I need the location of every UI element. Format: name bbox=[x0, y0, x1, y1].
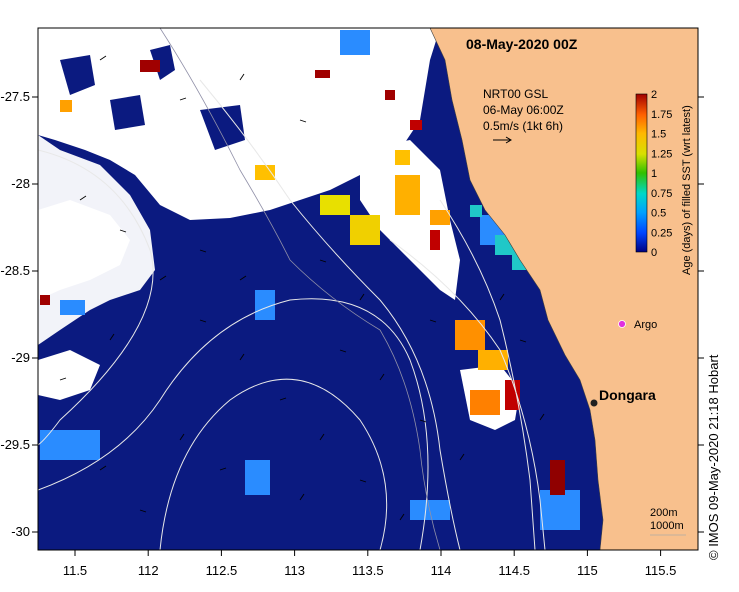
x-tick-label: 112.5 bbox=[206, 563, 238, 578]
colorbar-tick-label: 0.5 bbox=[651, 208, 666, 220]
scale-200m: 200m bbox=[650, 507, 678, 519]
note-line-2: 06-May 06:00Z bbox=[483, 103, 564, 117]
y-tick-label: -29 bbox=[11, 350, 30, 365]
x-tick-label: 112 bbox=[138, 563, 159, 578]
map-title: 08-May-2020 00Z bbox=[466, 36, 578, 52]
old-sst-patches bbox=[40, 60, 565, 495]
current-vectors bbox=[59, 55, 545, 521]
colorbar-tick-label: 1 bbox=[651, 168, 657, 180]
colorbar-ticks: 2 1.75 1.5 1.25 1 0.75 0.5 0.25 0 bbox=[651, 89, 672, 259]
colorbar-tick-label: 1.75 bbox=[651, 109, 672, 121]
colorbar-tick-label: 1.25 bbox=[651, 148, 672, 160]
argo-label: Argo bbox=[634, 319, 657, 331]
dongara-label: Dongara bbox=[599, 387, 656, 403]
y-tick-label: -28.5 bbox=[0, 263, 30, 278]
current-reference-note: NRT00 GSL 06-May 06:00Z 0.5m/s (1kt 6h) bbox=[483, 87, 564, 144]
colorbar-tick-label: 1.5 bbox=[651, 129, 666, 141]
y-axis: -27.5 -28 -28.5 -29 -29.5 -30 bbox=[0, 89, 704, 539]
plot-area: Argo Dongara 200m 1000m 08-May-2020 00Z … bbox=[38, 28, 698, 550]
x-tick-label: 11.5 bbox=[63, 563, 87, 578]
credit-text: © IMOS 09-May-2020 21:18 Hobart bbox=[706, 354, 721, 560]
y-tick-label: -27.5 bbox=[0, 89, 30, 104]
x-tick-label: 115 bbox=[577, 563, 598, 578]
colorbar: 2 1.75 1.5 1.25 1 0.75 0.5 0.25 0 Age (days) of … bbox=[635, 89, 693, 275]
x-tick-label: 114 bbox=[431, 563, 452, 578]
depth-contour-legend: 200m 1000m bbox=[650, 507, 686, 536]
argo-marker[interactable]: Argo bbox=[618, 319, 658, 331]
note-line-1: NRT00 GSL bbox=[483, 87, 548, 101]
colorbar-label: Age (days) of filled SST (wrt latest) bbox=[681, 105, 693, 275]
colorbar-tick-label: 2 bbox=[651, 89, 657, 101]
recent-sst-patches bbox=[40, 30, 580, 530]
colorbar-tick-label: 0.75 bbox=[651, 188, 672, 200]
colorbar-tick-label: 0.25 bbox=[651, 227, 672, 239]
note-line-3: 0.5m/s (1kt 6h) bbox=[483, 119, 563, 133]
x-tick-label: 113 bbox=[284, 563, 305, 578]
y-tick-label: -28 bbox=[11, 176, 30, 191]
colorbar-gradient bbox=[635, 93, 648, 253]
scale-1000m: 1000m bbox=[650, 520, 684, 532]
bathymetry-contours bbox=[38, 79, 546, 550]
y-tick-label: -29.5 bbox=[0, 437, 30, 452]
y-tick-label: -30 bbox=[11, 524, 30, 539]
colorbar-tick-label: 0 bbox=[651, 247, 657, 259]
land-mass bbox=[429, 28, 698, 550]
x-tick-label: 113.5 bbox=[352, 563, 384, 578]
x-tick-label: 114.5 bbox=[498, 563, 530, 578]
x-axis: 11.5 112 112.5 113 113.5 114 114.5 115 115.5 bbox=[63, 550, 677, 578]
dongara-marker[interactable]: Dongara bbox=[590, 387, 657, 407]
shelf-contour bbox=[159, 28, 441, 550]
x-tick-label: 115.5 bbox=[645, 563, 677, 578]
